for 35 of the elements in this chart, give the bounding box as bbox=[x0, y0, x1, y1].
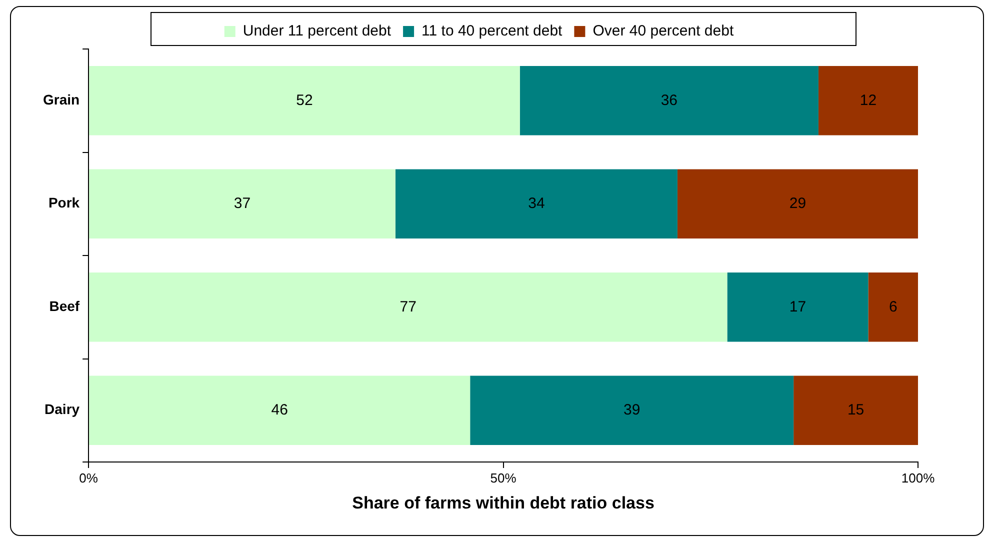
data-label: 37 bbox=[234, 195, 251, 212]
data-label: 39 bbox=[624, 402, 640, 419]
y-tick-label: Grain bbox=[42, 91, 80, 108]
data-label: 15 bbox=[847, 402, 864, 419]
legend-label: 11 to 40 percent debt bbox=[422, 22, 564, 40]
data-label: 34 bbox=[528, 195, 545, 212]
bar bbox=[727, 272, 868, 342]
data-label: 17 bbox=[789, 298, 806, 316]
bar bbox=[89, 66, 520, 136]
y-tick-label: Dairy bbox=[44, 401, 80, 418]
x-tick-label: 0% bbox=[79, 470, 98, 486]
bar bbox=[89, 376, 470, 445]
data-label: 77 bbox=[400, 298, 416, 316]
data-label: 6 bbox=[888, 298, 898, 316]
bar bbox=[89, 169, 396, 238]
bar bbox=[794, 376, 918, 445]
bar bbox=[470, 376, 794, 445]
x-tick-label: 50% bbox=[490, 470, 517, 486]
data-label: 12 bbox=[860, 92, 877, 109]
legend-label: Over 40 percent debt bbox=[592, 22, 734, 40]
bar bbox=[395, 169, 678, 238]
y-tick-label: Beef bbox=[49, 298, 80, 314]
bar bbox=[89, 272, 728, 342]
bar bbox=[818, 66, 918, 136]
x-axis-title: Share of farms within debt ratio class bbox=[352, 493, 654, 512]
data-label: 46 bbox=[271, 402, 288, 419]
bar bbox=[520, 66, 818, 136]
legend-label: Under 11 percent debt bbox=[242, 22, 392, 40]
data-label: 36 bbox=[660, 92, 678, 109]
bar bbox=[677, 169, 918, 238]
x-tick-label: 100% bbox=[901, 470, 936, 486]
data-label: 52 bbox=[296, 92, 313, 109]
bar bbox=[868, 272, 918, 342]
data-label: 29 bbox=[789, 195, 806, 212]
y-tick-label: Pork bbox=[48, 194, 80, 211]
